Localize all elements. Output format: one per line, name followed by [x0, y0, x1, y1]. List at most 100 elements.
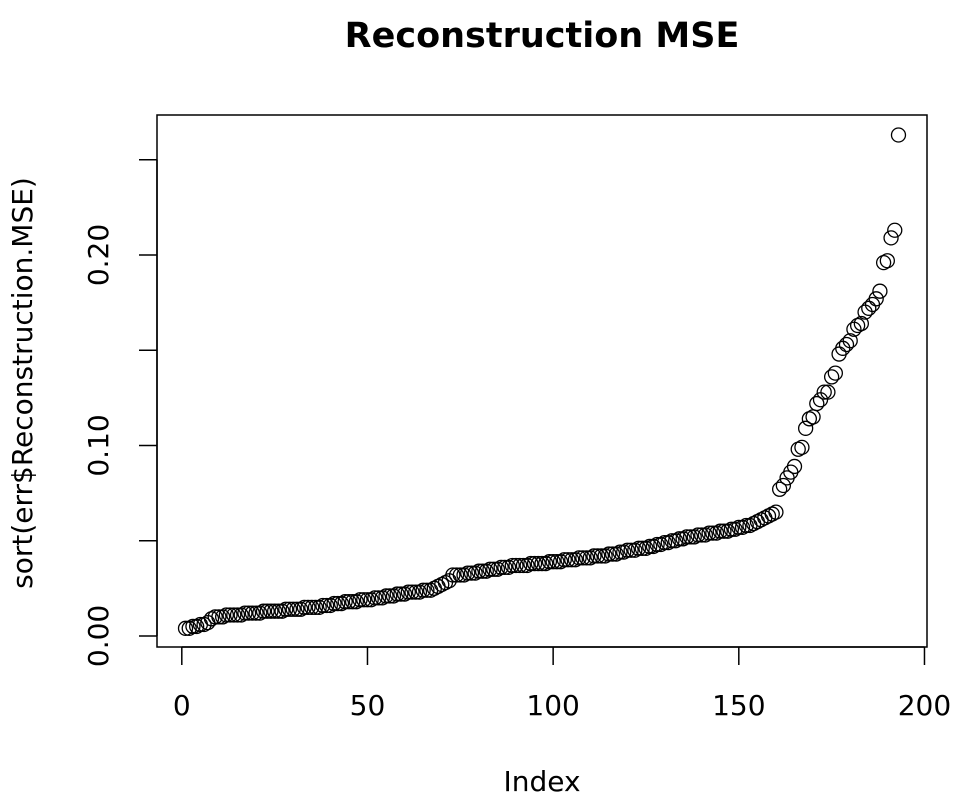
point	[526, 555, 543, 572]
point	[289, 601, 305, 617]
point	[478, 563, 494, 579]
point	[634, 540, 650, 556]
point	[619, 542, 636, 558]
y-axis-label: sort(err$Reconstruction.MSE)	[6, 177, 39, 589]
point	[604, 546, 621, 562]
point	[348, 594, 364, 610]
point	[445, 567, 461, 583]
point	[512, 557, 528, 574]
y-tick-label: 0.10	[82, 414, 115, 476]
point	[352, 592, 368, 608]
point	[504, 557, 520, 574]
point	[734, 519, 751, 536]
point	[263, 603, 279, 619]
point	[786, 458, 803, 475]
point	[541, 554, 558, 570]
point	[723, 521, 740, 537]
point	[875, 254, 892, 271]
point	[794, 439, 810, 456]
point	[612, 544, 628, 560]
point	[601, 546, 617, 562]
point	[396, 586, 413, 602]
point	[385, 588, 402, 604]
x-axis-label: Index	[503, 765, 580, 798]
point	[315, 597, 331, 614]
point	[189, 618, 205, 635]
point	[649, 536, 665, 553]
point	[571, 550, 587, 566]
point	[582, 550, 598, 566]
point	[731, 519, 747, 536]
point	[218, 607, 235, 623]
point	[415, 582, 431, 598]
point	[363, 592, 379, 608]
point	[694, 527, 710, 543]
point	[374, 590, 390, 606]
point	[653, 536, 669, 553]
point	[177, 620, 194, 636]
point	[222, 607, 238, 623]
point	[233, 607, 249, 623]
point	[411, 584, 428, 600]
point	[534, 555, 550, 572]
point	[408, 584, 424, 600]
x-tick-label: 150	[712, 689, 765, 722]
point	[675, 531, 691, 547]
point	[281, 601, 298, 617]
point	[259, 603, 275, 619]
point	[820, 384, 836, 400]
point	[333, 595, 350, 612]
point	[564, 552, 580, 568]
point	[772, 481, 788, 497]
point	[519, 557, 535, 574]
point	[463, 565, 480, 581]
point	[497, 559, 513, 576]
point	[682, 529, 699, 545]
point	[697, 527, 714, 543]
point	[486, 561, 502, 577]
point	[586, 548, 602, 564]
point	[460, 565, 476, 581]
point	[278, 601, 294, 617]
point	[797, 420, 814, 436]
point	[341, 594, 357, 610]
point	[500, 559, 517, 576]
point	[304, 599, 320, 616]
point	[823, 369, 840, 385]
point	[471, 563, 487, 579]
point	[627, 542, 643, 558]
point	[849, 317, 866, 334]
point	[879, 253, 895, 269]
point	[240, 605, 257, 621]
point	[812, 392, 829, 408]
x-tick-label: 50	[350, 689, 386, 722]
point	[322, 597, 338, 614]
y-tick-label: 0.00	[82, 605, 115, 667]
point	[768, 504, 784, 520]
point	[560, 552, 576, 568]
point	[597, 548, 613, 564]
point	[307, 599, 324, 616]
plot-frame	[156, 114, 928, 648]
point	[686, 529, 702, 545]
point	[356, 592, 372, 608]
point	[400, 584, 416, 600]
point	[389, 586, 405, 602]
point	[393, 586, 409, 602]
point	[337, 594, 353, 610]
point	[838, 336, 855, 353]
point	[266, 603, 283, 619]
point	[382, 588, 398, 604]
point	[467, 565, 483, 581]
point	[705, 525, 721, 541]
point	[530, 555, 546, 572]
y-tick-label: 0.20	[82, 224, 115, 286]
point	[326, 595, 342, 612]
point	[660, 534, 676, 551]
x-tick-label: 200	[898, 689, 951, 722]
point	[679, 529, 695, 545]
point	[474, 563, 491, 579]
point	[738, 517, 754, 534]
point	[185, 618, 201, 635]
